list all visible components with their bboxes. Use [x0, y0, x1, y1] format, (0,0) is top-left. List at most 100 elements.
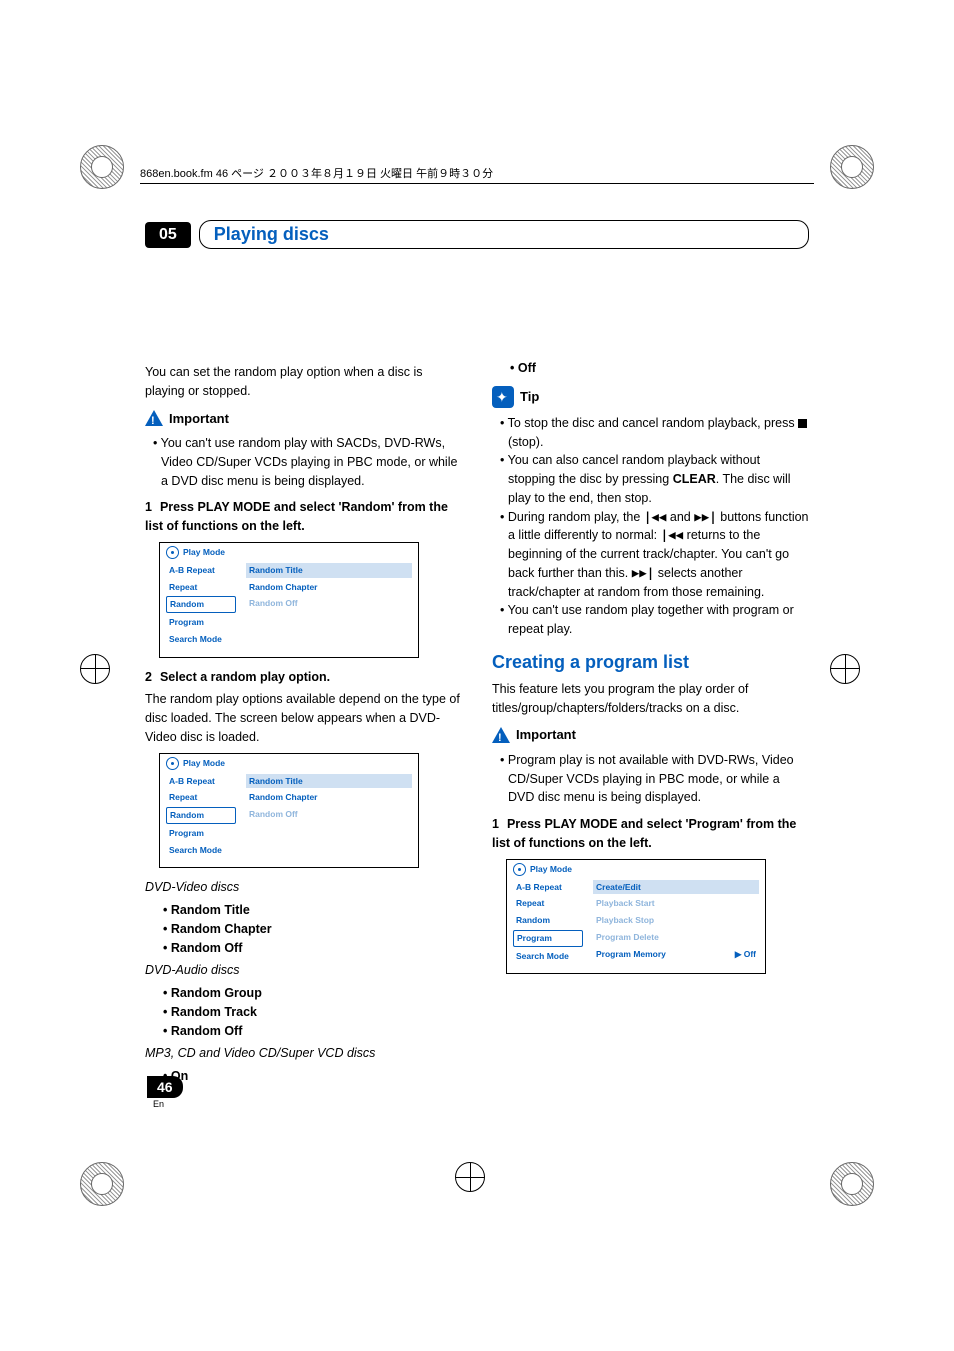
important-bullet: You can't use random play with SACDs, DV…: [153, 434, 462, 490]
pm-left-item: A-B Repeat: [513, 880, 583, 895]
option-item: Random Title: [163, 901, 462, 920]
pm-left-item-selected: Program: [513, 930, 583, 947]
pm-right-item: Random Chapter: [246, 580, 412, 595]
tip-icon: [492, 386, 514, 408]
play-mode-title: Play Mode: [530, 863, 572, 876]
pm-right-item: Program Memory ▶ Off: [593, 947, 759, 962]
pm-right-item-dim: Random Off: [246, 596, 412, 611]
crop-mark: [80, 145, 124, 189]
pm-right-item-selected: Create/Edit: [593, 880, 759, 895]
play-mode-title: Play Mode: [183, 546, 225, 559]
step-1-header: 1Press PLAY MODE and select 'Program' fr…: [492, 815, 809, 853]
pm-left-item: Program: [166, 615, 236, 630]
pm-right-item-dim: Playback Start: [593, 896, 759, 911]
pm-left-item: Search Mode: [166, 843, 236, 858]
section-heading: Creating a program list: [492, 649, 809, 676]
step-2-text: Select a random play option.: [160, 670, 330, 684]
pm-left-item: Repeat: [513, 896, 583, 911]
chapter-title: Playing discs: [214, 224, 329, 244]
tip-bullet: You can also cancel random playback with…: [500, 451, 809, 507]
step-num: 2: [145, 670, 152, 684]
pm-left-item-selected: Random: [166, 807, 236, 824]
right-column: Off Tip To stop the disc and cancel rand…: [492, 359, 809, 1086]
chapter-title-box: Playing discs: [199, 220, 809, 249]
tip-text: and: [666, 510, 694, 524]
left-column: You can set the random play option when …: [145, 359, 462, 1086]
clear-label: CLEAR: [673, 472, 716, 486]
header-text: 868en.book.fm 46 ページ ２００３年８月１９日 火曜日 午前９時…: [140, 168, 493, 180]
warning-icon: [492, 727, 510, 743]
option-item: Random Chapter: [163, 920, 462, 939]
section-body: This feature lets you program the play o…: [492, 680, 809, 718]
option-item: Random Off: [163, 1022, 462, 1041]
pm-right-item: Random Chapter: [246, 790, 412, 805]
prev-icon: |◀◀: [644, 509, 667, 524]
pm-left-item: Random: [513, 913, 583, 928]
prev-icon: |◀◀: [661, 527, 684, 542]
step-1-text: Press PLAY MODE and select 'Random' from…: [145, 500, 448, 533]
tip-text: (stop).: [508, 435, 543, 449]
play-mode-panel: Play Mode A-B Repeat Repeat Random Progr…: [159, 542, 419, 658]
crop-mark: [830, 1162, 874, 1206]
pm-left-item-selected: Random: [166, 596, 236, 613]
intro-text: You can set the random play option when …: [145, 363, 462, 401]
stop-icon: [798, 419, 807, 428]
play-mode-panel: Play Mode A-B Repeat Repeat Random Progr…: [506, 859, 766, 975]
option-item: Random Off: [163, 939, 462, 958]
dvd-video-label: DVD-Video discs: [145, 878, 462, 897]
warning-icon: [145, 410, 163, 426]
pm-right-item-dim: Playback Stop: [593, 913, 759, 928]
tip-bullet: You can't use random play together with …: [500, 601, 809, 639]
tip-text: To stop the disc and cancel random playb…: [508, 416, 798, 430]
important-bullet: Program play is not available with DVD-R…: [500, 751, 809, 807]
pm-right-item-dim: Random Off: [246, 807, 412, 822]
print-header: 868en.book.fm 46 ページ ２００３年８月１９日 火曜日 午前９時…: [140, 165, 814, 184]
tip-text: During random play, the: [508, 510, 644, 524]
step-1-header: 1Press PLAY MODE and select 'Random' fro…: [145, 498, 462, 536]
important-header: Important: [145, 409, 462, 429]
step-num: 1: [492, 817, 499, 831]
option-item: Random Track: [163, 1003, 462, 1022]
disc-icon: [166, 546, 179, 559]
pm-left-item: Search Mode: [513, 949, 583, 964]
registration-mark: [80, 654, 124, 698]
page-content: 05 Playing discs You can set the random …: [145, 220, 809, 1131]
crop-mark: [830, 145, 874, 189]
important-header: Important: [492, 725, 809, 745]
crop-mark: [80, 1162, 124, 1206]
step-2-body: The random play options available depend…: [145, 690, 462, 746]
important-label: Important: [516, 725, 576, 745]
registration-mark: [830, 654, 874, 698]
page-number: 46: [147, 1076, 183, 1098]
page-lang: En: [153, 1099, 183, 1109]
registration-mark: [455, 1162, 499, 1206]
chapter-number: 05: [145, 222, 191, 248]
play-mode-title: Play Mode: [183, 757, 225, 770]
mp3-label: MP3, CD and Video CD/Super VCD discs: [145, 1044, 462, 1063]
pm-left-item: A-B Repeat: [166, 563, 236, 578]
tip-bullet: To stop the disc and cancel random playb…: [500, 414, 809, 452]
disc-icon: [166, 757, 179, 770]
pm-left-item: Repeat: [166, 790, 236, 805]
page-number-block: 46 En: [147, 1076, 183, 1109]
pm-right-item-selected: Random Title: [246, 563, 412, 578]
option-item: On: [163, 1067, 462, 1086]
next-icon: ▶▶|: [694, 509, 717, 524]
pm-right-item-dim: Program Delete: [593, 930, 759, 945]
disc-icon: [513, 863, 526, 876]
pm-value: ▶ Off: [735, 948, 756, 961]
pm-right-item-selected: Random Title: [246, 774, 412, 789]
step-1-text: Press PLAY MODE and select 'Program' fro…: [492, 817, 796, 850]
dvd-audio-label: DVD-Audio discs: [145, 961, 462, 980]
option-item: Random Group: [163, 984, 462, 1003]
important-label: Important: [169, 409, 229, 429]
option-item: Off: [510, 359, 809, 378]
step-num: 1: [145, 500, 152, 514]
chapter-header: 05 Playing discs: [145, 220, 809, 249]
play-mode-panel: Play Mode A-B Repeat Repeat Random Progr…: [159, 753, 419, 869]
pm-left-item: Program: [166, 826, 236, 841]
pm-left-item: A-B Repeat: [166, 774, 236, 789]
tip-header: Tip: [492, 386, 809, 408]
tip-bullet: During random play, the |◀◀ and ▶▶| butt…: [500, 508, 809, 602]
step-2-header: 2 Select a random play option.: [145, 668, 462, 687]
